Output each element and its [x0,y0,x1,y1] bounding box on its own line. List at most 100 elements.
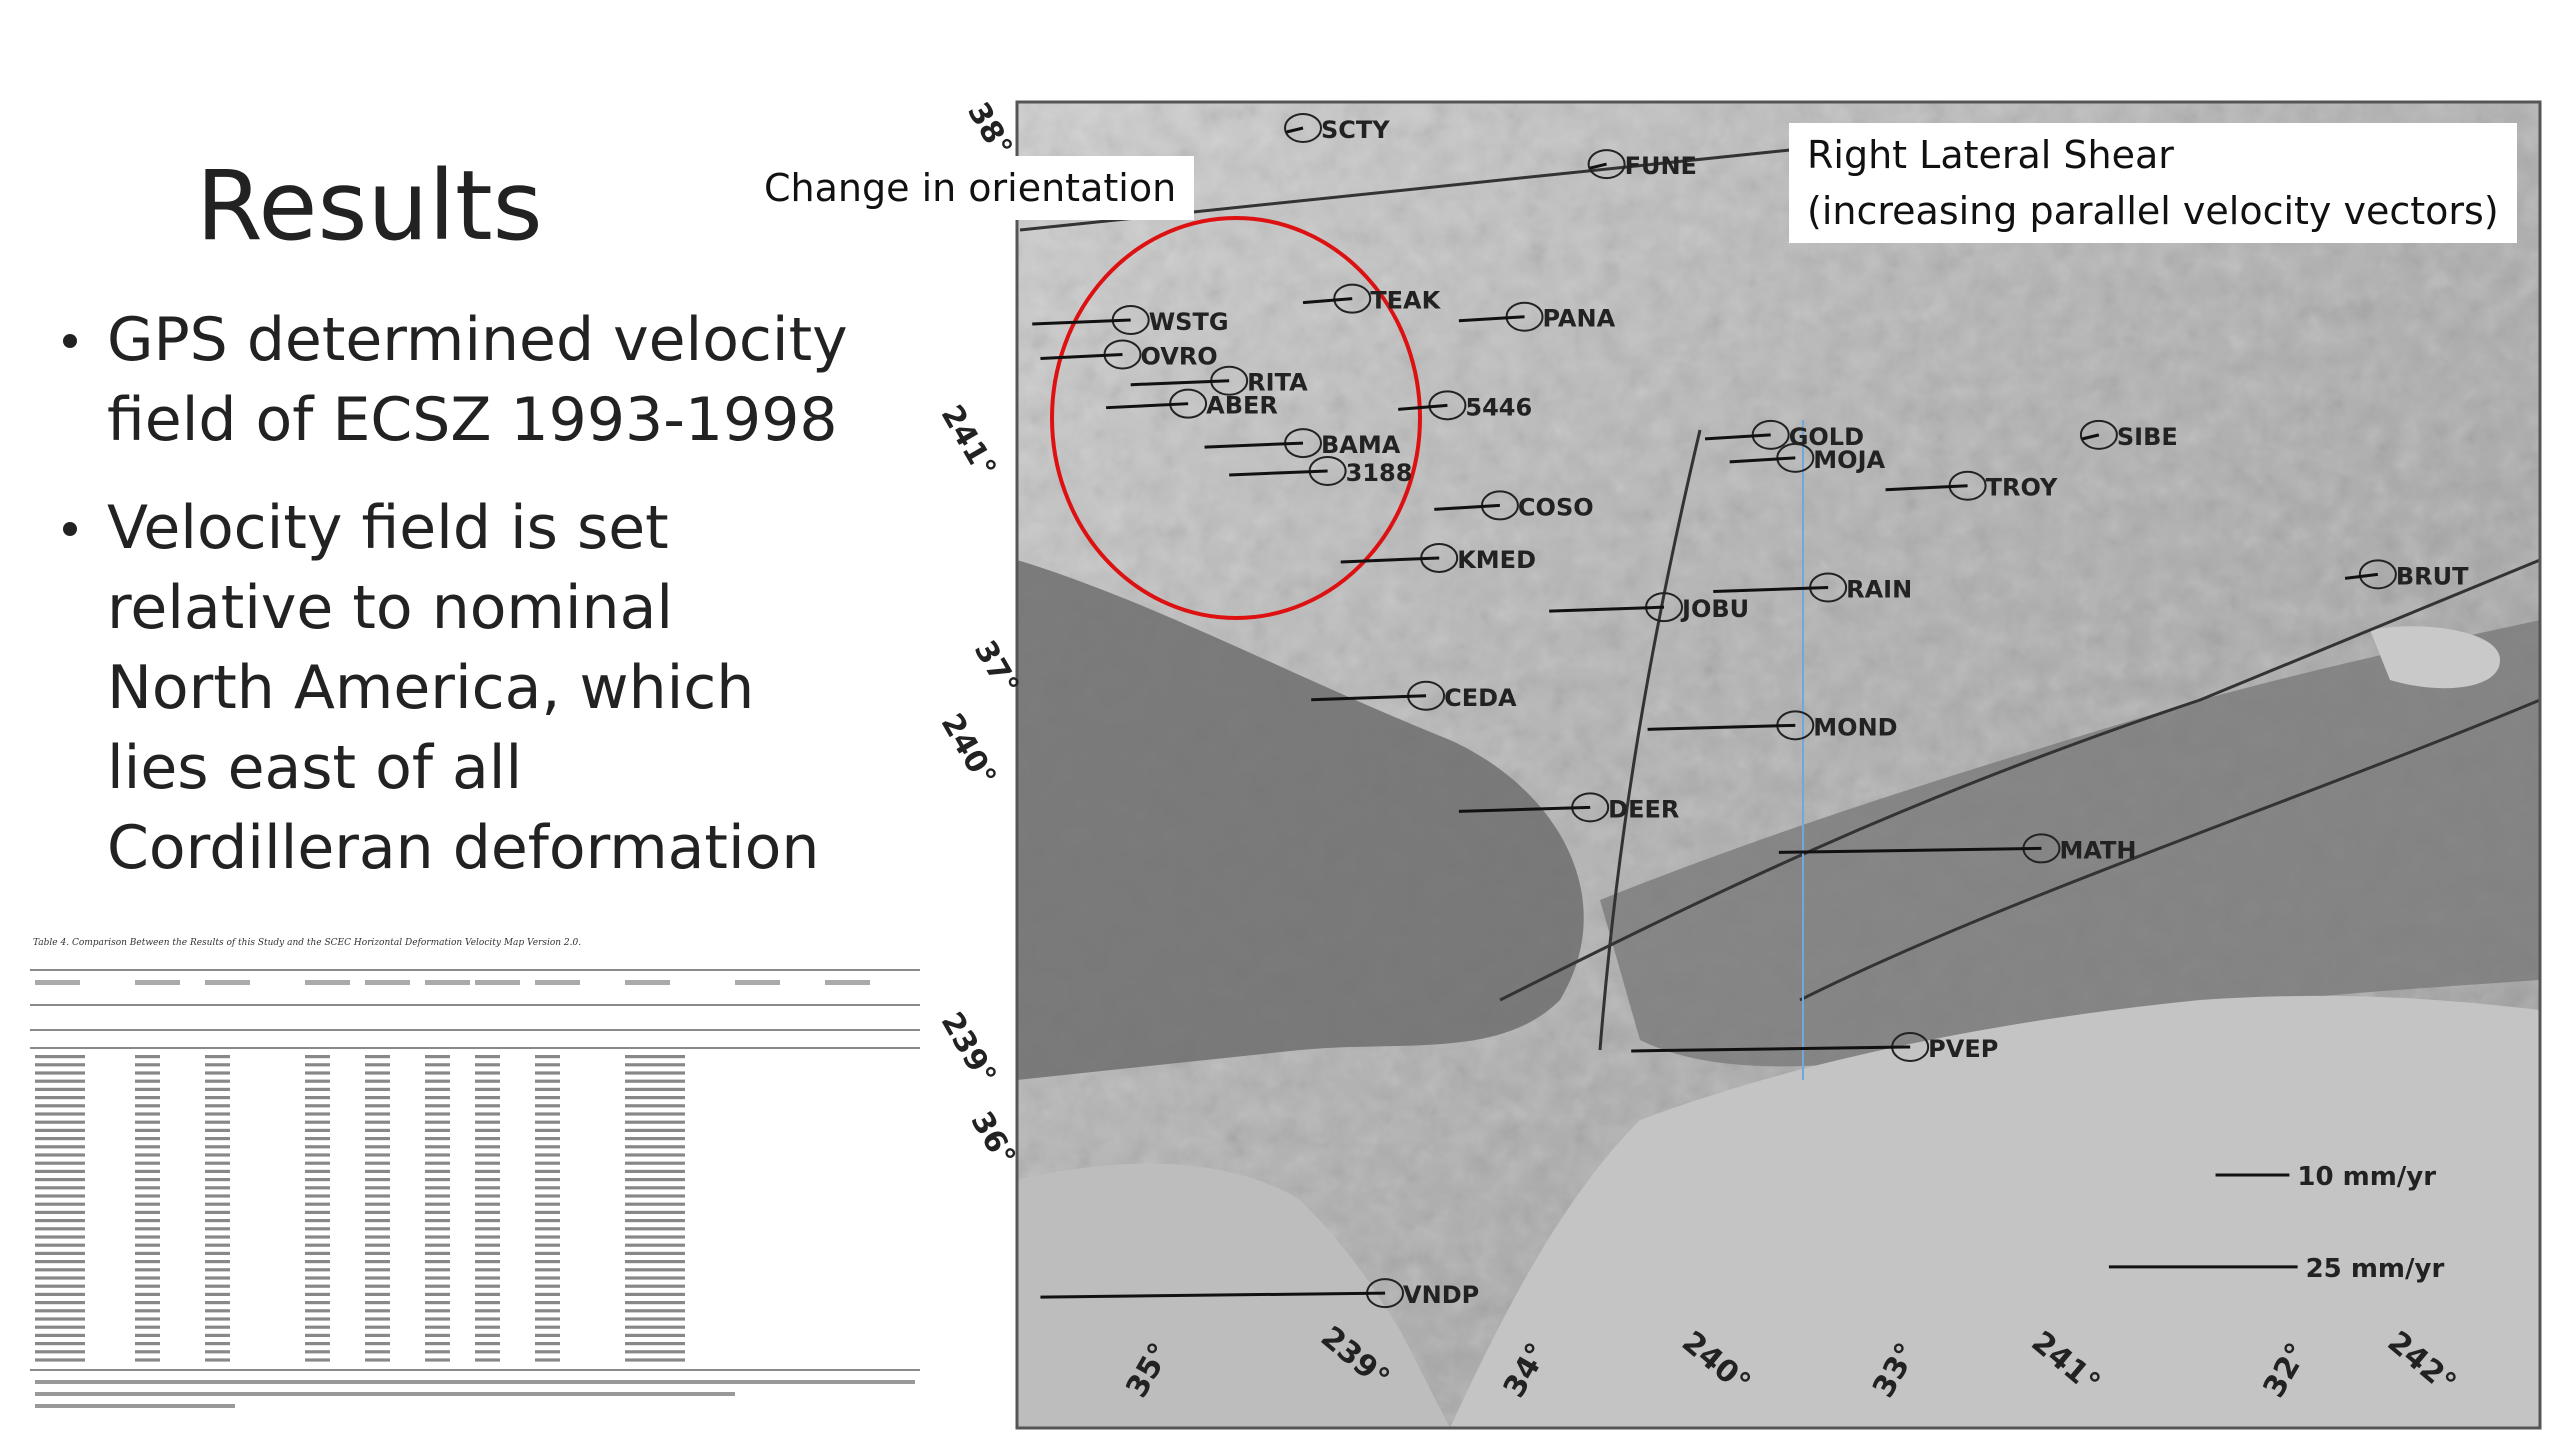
velocity-arrow [1647,723,1796,731]
table-cell-blur [135,1251,160,1255]
velocity-arrow [1130,379,1230,387]
table-cell-blur [535,1284,560,1288]
table-cell-blur [475,1079,500,1083]
table-cell-blur [305,1227,330,1231]
table-cell-blur [425,1096,450,1100]
station-label: MATH [2059,836,2136,864]
station-label: PVEP [1928,1035,1998,1063]
table-cell-blur [205,1079,230,1083]
table-cell-blur [475,1087,500,1091]
table-cell-blur [425,1087,450,1091]
velocity-arrow [1885,484,1968,492]
table-cell-blur [305,1219,330,1223]
table-cell-blur [305,1137,330,1141]
table-cell-blur [135,1063,160,1067]
station-label: GOLD [1789,423,1864,451]
table-cell-blur [305,1358,330,1362]
table-cell-blur [475,1292,500,1296]
velocity-arrow [1589,162,1607,170]
table-cell-blur [135,1120,160,1124]
table-cell-blur [35,1235,85,1239]
table-cell-blur [365,1251,390,1255]
table-cell-blur [625,1260,685,1264]
table-cell-blur [625,1112,685,1116]
table-cell-blur [365,1284,390,1288]
station-label: RITA [1247,369,1308,397]
station-label: MOJA [1813,446,1885,474]
table-cell-blur [475,1235,500,1239]
table-cell-blur [35,1358,85,1362]
error-ellipse [2022,833,2061,864]
table-cell-blur [35,1276,85,1280]
table-cell-blur [425,1260,450,1264]
table-cell-blur [625,1055,685,1059]
station-label: DEER [1608,795,1679,823]
table-header-blur [735,980,780,985]
velocity-arrow [1032,318,1131,326]
table-cell-blur [535,1194,560,1198]
error-ellipse [2079,419,2118,450]
table-cell-blur [625,1087,685,1091]
table-cell-blur [365,1342,390,1346]
table-cell-blur [205,1087,230,1091]
table-cell-blur [625,1194,685,1198]
table-cell-blur [475,1137,500,1141]
table-cell-blur [305,1178,330,1182]
table-cell-blur [135,1276,160,1280]
error-ellipse [2358,559,2397,590]
error-ellipse [1210,365,1249,396]
error-ellipse [1776,442,1815,473]
table-cell-blur [135,1301,160,1305]
table-cell-blur [535,1227,560,1231]
table-cell-blur [425,1333,450,1337]
table-cell-blur [205,1186,230,1190]
table-cell-blur [475,1202,500,1206]
table-cell-blur [535,1301,560,1305]
table-cell-blur [305,1145,330,1149]
velocity-arrow [1340,556,1440,564]
table-cell-blur [205,1317,230,1321]
table-cell-blur [535,1219,560,1223]
table-cell-blur [205,1194,230,1198]
table-cell-blur [305,1161,330,1165]
table-cell-blur [35,1112,85,1116]
velocity-arrow [2082,433,2100,441]
table-cell-blur [535,1292,560,1296]
bullet-line: GPS determined velocity [107,305,848,375]
table-cell-blur [135,1292,160,1296]
table-cell-blur [305,1260,330,1264]
velocity-arrow [1458,805,1591,813]
table-cell-blur [35,1309,85,1313]
error-ellipse [1891,1031,1930,1062]
table-cell-blur [475,1309,500,1313]
table-cell-blur [475,1186,500,1190]
table-cell-blur [35,1333,85,1337]
table-cell-blur [365,1227,390,1231]
table-cell-blur [205,1350,230,1354]
table-cell-blur [535,1358,560,1362]
table-header-blur [475,980,520,985]
table-header-blur [825,980,870,985]
table-cell-blur [365,1178,390,1182]
table-cell-blur [365,1169,390,1173]
table-cell-blur [205,1358,230,1362]
table-header-blur [35,980,80,985]
table-cell-blur [425,1055,450,1059]
table-cell-blur [425,1202,450,1206]
table-cell-blur [135,1317,160,1321]
table-cell-blur [305,1055,330,1059]
callout-line: Right Lateral Shear [1807,133,2174,177]
table-cell-blur [535,1202,560,1206]
table-cell-blur [475,1276,500,1280]
error-ellipse [1428,390,1467,421]
table-cell-blur [625,1153,685,1157]
station-label: JOBU [1680,595,1749,623]
table-cell-blur [365,1145,390,1149]
table-cell-blur [135,1071,160,1075]
table-cell-blur [35,1243,85,1247]
table-cell-blur [205,1268,230,1272]
table-cell-blur [135,1309,160,1313]
table-cell-blur [35,1317,85,1321]
table-cell-blur [425,1210,450,1214]
table-cell-blur [365,1292,390,1296]
